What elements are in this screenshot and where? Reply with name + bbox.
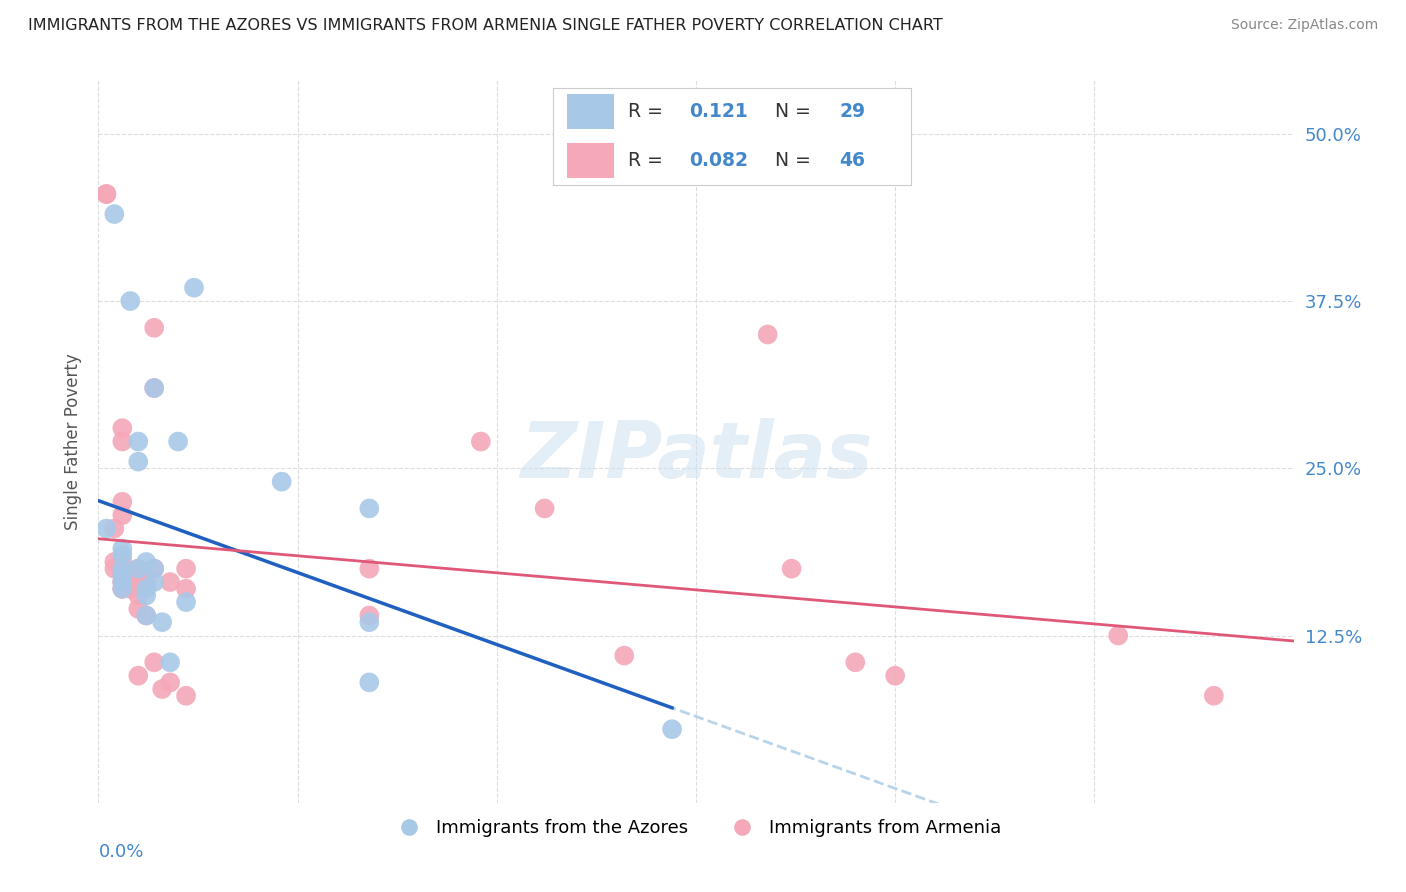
- Point: [103, 521, 125, 535]
- Point: [174, 582, 197, 596]
- Point: [135, 608, 157, 623]
- Point: [111, 568, 134, 582]
- Point: [120, 582, 142, 596]
- Point: [111, 575, 134, 590]
- Point: [174, 562, 197, 576]
- Point: [127, 455, 149, 469]
- Point: [111, 548, 134, 563]
- Point: [150, 615, 173, 630]
- Point: [127, 669, 149, 683]
- Point: [533, 501, 555, 516]
- Point: [111, 555, 134, 569]
- Point: [103, 562, 125, 576]
- Point: [1107, 628, 1129, 642]
- Point: [111, 582, 134, 596]
- Point: [103, 555, 125, 569]
- Point: [359, 501, 381, 516]
- Text: ZIPatlas: ZIPatlas: [520, 418, 872, 494]
- Point: [359, 562, 381, 576]
- Point: [143, 562, 166, 576]
- Point: [135, 608, 157, 623]
- Point: [183, 281, 205, 295]
- Point: [111, 508, 134, 523]
- Point: [120, 575, 142, 590]
- Point: [143, 321, 166, 335]
- Point: [884, 669, 907, 683]
- Point: [127, 562, 149, 576]
- Point: [111, 421, 134, 435]
- Point: [174, 689, 197, 703]
- Point: [111, 562, 134, 576]
- Point: [111, 582, 134, 596]
- Point: [96, 521, 118, 535]
- Text: IMMIGRANTS FROM THE AZORES VS IMMIGRANTS FROM ARMENIA SINGLE FATHER POVERTY CORR: IMMIGRANTS FROM THE AZORES VS IMMIGRANTS…: [28, 18, 943, 33]
- Point: [661, 723, 683, 737]
- Point: [270, 475, 292, 489]
- Point: [135, 555, 157, 569]
- Point: [613, 648, 636, 663]
- Y-axis label: Single Father Poverty: Single Father Poverty: [65, 353, 83, 530]
- Text: 0.0%: 0.0%: [98, 843, 143, 861]
- Point: [359, 615, 381, 630]
- Point: [359, 675, 381, 690]
- Point: [143, 381, 166, 395]
- Point: [150, 681, 173, 696]
- Point: [135, 582, 157, 596]
- Point: [111, 434, 134, 449]
- Point: [111, 575, 134, 590]
- Point: [135, 575, 157, 590]
- Point: [120, 568, 142, 582]
- Point: [96, 187, 118, 202]
- Point: [127, 589, 149, 603]
- Point: [111, 541, 134, 556]
- Point: [111, 494, 134, 508]
- Point: [1202, 689, 1225, 703]
- Point: [756, 327, 779, 342]
- Point: [111, 568, 134, 582]
- Point: [143, 575, 166, 590]
- Text: Source: ZipAtlas.com: Source: ZipAtlas.com: [1230, 18, 1378, 32]
- Point: [174, 595, 197, 609]
- Point: [470, 434, 492, 449]
- Point: [167, 434, 190, 449]
- Point: [127, 602, 149, 616]
- Point: [127, 568, 149, 582]
- Point: [159, 655, 181, 669]
- Point: [127, 434, 149, 449]
- Point: [96, 187, 118, 202]
- Point: [780, 562, 803, 576]
- Point: [844, 655, 866, 669]
- Point: [159, 575, 181, 590]
- Point: [120, 294, 142, 309]
- Point: [359, 608, 381, 623]
- Point: [135, 589, 157, 603]
- Point: [143, 655, 166, 669]
- Point: [111, 582, 134, 596]
- Point: [111, 575, 134, 590]
- Point: [143, 562, 166, 576]
- Legend: Immigrants from the Azores, Immigrants from Armenia: Immigrants from the Azores, Immigrants f…: [384, 812, 1008, 845]
- Point: [143, 381, 166, 395]
- Point: [159, 675, 181, 690]
- Point: [103, 207, 125, 221]
- Point: [127, 562, 149, 576]
